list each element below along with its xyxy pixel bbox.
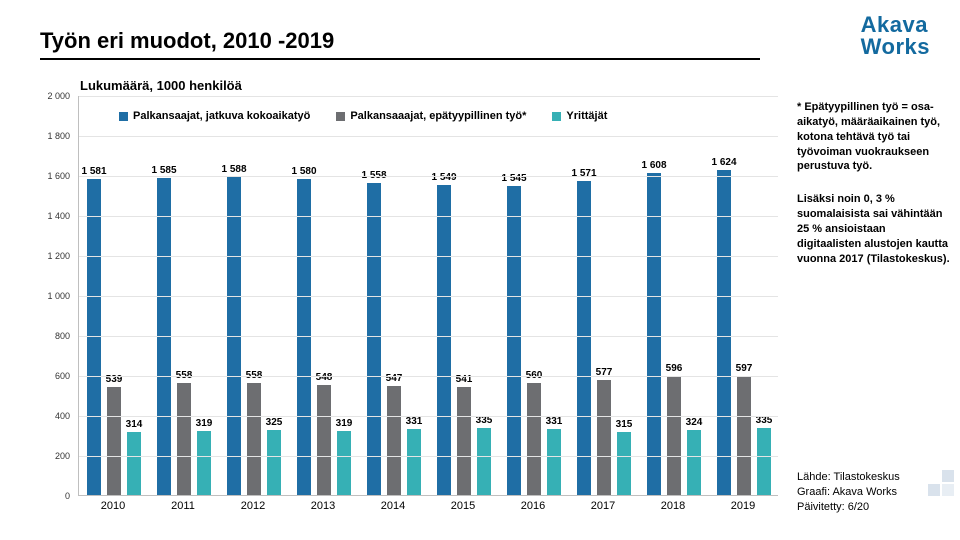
y-tick-label: 1 800	[47, 131, 70, 141]
y-tick-label: 1 400	[47, 211, 70, 221]
x-tick-label: 2010	[82, 500, 144, 512]
gridline	[79, 376, 778, 377]
x-tick-label: 2013	[292, 500, 354, 512]
y-tick-label: 400	[55, 411, 70, 421]
x-tick-label: 2011	[152, 500, 214, 512]
brand-logo: Akava Works	[861, 14, 930, 58]
bar-value-label: 547	[374, 373, 414, 384]
bar	[647, 173, 661, 495]
x-tick-label: 2016	[502, 500, 564, 512]
x-tick-label: 2017	[572, 500, 634, 512]
chart: 02004006008001 0001 2001 4001 6001 8002 …	[40, 96, 780, 516]
bar	[387, 386, 401, 495]
bar-value-label: 596	[654, 363, 694, 374]
bar	[507, 186, 521, 495]
footnote-1: * Epätyypillinen työ = osa-aikatyö, määr…	[797, 100, 952, 174]
plot-area: Palkansaajat, jatkuva kokoaikatyöPalkans…	[78, 96, 778, 496]
logo-line2: Works	[861, 36, 930, 58]
bar-value-label: 1 549	[424, 172, 464, 183]
gridline	[79, 336, 778, 337]
y-tick-label: 2 000	[47, 91, 70, 101]
bar	[437, 185, 451, 495]
x-tick-label: 2012	[222, 500, 284, 512]
bar-value-label: 1 588	[214, 164, 254, 175]
bar	[407, 429, 421, 495]
gridline	[79, 96, 778, 97]
bar	[367, 183, 381, 495]
bar	[177, 383, 191, 495]
bar	[527, 383, 541, 495]
logo-line1: Akava	[861, 14, 930, 36]
bar	[197, 431, 211, 495]
y-tick-label: 1 600	[47, 171, 70, 181]
bar	[297, 179, 311, 495]
bar-value-label: 331	[394, 416, 434, 427]
x-tick-label: 2015	[432, 500, 494, 512]
bar-value-label: 1 585	[144, 165, 184, 176]
title-underline	[40, 58, 760, 60]
bar	[337, 431, 351, 495]
gridline	[79, 456, 778, 457]
gridline	[79, 416, 778, 417]
bar	[597, 380, 611, 495]
bar-value-label: 331	[534, 416, 574, 427]
y-tick-label: 1 200	[47, 251, 70, 261]
bar	[457, 387, 471, 495]
bar-value-label: 319	[184, 418, 224, 429]
gridline	[79, 296, 778, 297]
bar	[247, 383, 261, 495]
bar	[547, 429, 561, 495]
bar	[127, 432, 141, 495]
bar-value-label: 1 571	[564, 168, 604, 179]
y-axis: 02004006008001 0001 2001 4001 6001 8002 …	[40, 96, 74, 496]
page-title: Työn eri muodot, 2010 -2019	[40, 28, 334, 54]
bar-value-label: 314	[114, 419, 154, 430]
bar	[107, 387, 121, 495]
bar-value-label: 325	[254, 417, 294, 428]
footnote-2: Lisäksi noin 0, 3 % suomalaisista sai vä…	[797, 192, 952, 266]
y-tick-label: 600	[55, 371, 70, 381]
y-tick-label: 1 000	[47, 291, 70, 301]
bar	[667, 376, 681, 495]
bar	[617, 432, 631, 495]
bar-value-label: 1 624	[704, 157, 744, 168]
bar	[717, 170, 731, 495]
side-notes: * Epätyypillinen työ = osa-aikatyö, määr…	[797, 100, 952, 284]
bar	[757, 428, 771, 495]
bar	[477, 428, 491, 495]
bar-value-label: 315	[604, 419, 644, 430]
gridline	[79, 216, 778, 217]
x-tick-label: 2014	[362, 500, 424, 512]
y-tick-label: 0	[65, 491, 70, 501]
bar	[737, 376, 751, 495]
gridline	[79, 136, 778, 137]
gridline	[79, 256, 778, 257]
bar-value-label: 548	[304, 372, 344, 383]
bar	[687, 430, 701, 495]
bar-value-label: 1 545	[494, 173, 534, 184]
y-tick-label: 800	[55, 331, 70, 341]
bar-value-label: 324	[674, 417, 714, 428]
bar-value-label: 1 608	[634, 160, 674, 171]
x-tick-label: 2019	[712, 500, 774, 512]
bar-value-label: 597	[724, 363, 764, 374]
bar	[267, 430, 281, 495]
gridline	[79, 176, 778, 177]
bar	[317, 385, 331, 495]
chart-subtitle: Lukumäärä, 1000 henkilöä	[80, 78, 242, 93]
y-tick-label: 200	[55, 451, 70, 461]
bar-value-label: 319	[324, 418, 364, 429]
x-tick-label: 2018	[642, 500, 704, 512]
decorative-squares	[928, 470, 960, 500]
bar	[577, 181, 591, 495]
